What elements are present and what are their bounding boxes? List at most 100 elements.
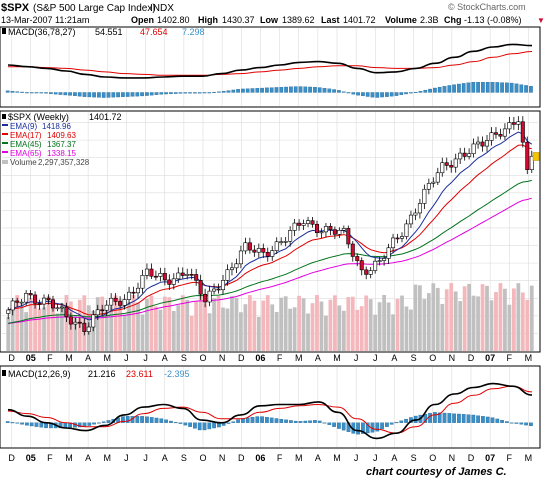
volume-bar <box>364 295 369 351</box>
volume-bar <box>498 283 503 351</box>
candle-body <box>310 220 315 225</box>
histogram-bar <box>265 417 269 423</box>
candle-body <box>104 304 109 311</box>
volume-bar <box>431 283 436 351</box>
histogram-bar <box>289 420 293 423</box>
histogram-bar <box>490 82 495 93</box>
x-tick-label: J <box>354 453 359 463</box>
volume-bar <box>341 310 346 351</box>
volume-bar <box>207 313 212 351</box>
candle-body <box>229 267 234 271</box>
histogram-bar <box>509 422 514 424</box>
histogram-bar <box>20 91 24 93</box>
volume-bar <box>333 295 337 351</box>
price-last-value: 1401.72 <box>89 112 122 122</box>
candle-body <box>113 297 118 302</box>
volume-bar <box>359 306 364 351</box>
volume-bar <box>46 295 51 351</box>
candle-body <box>377 260 382 262</box>
histogram-bar <box>524 422 528 426</box>
histogram-bar <box>140 416 144 423</box>
x-tick-label: J <box>143 453 148 463</box>
volume-bar <box>476 296 480 351</box>
macd-bottom-label: MACD(12,26,9) <box>8 369 71 379</box>
macd-line <box>7 43 533 79</box>
candle-body <box>6 309 11 314</box>
volume-bar <box>216 295 221 351</box>
histogram-bar <box>121 416 125 423</box>
candle-body <box>122 299 127 306</box>
price-plot <box>2 112 540 351</box>
candle-body <box>153 275 158 278</box>
open-label: Open <box>131 15 154 25</box>
legend-ema45-name: EMA(45) <box>10 140 42 149</box>
x-tick-label: A <box>162 353 168 363</box>
candle-body <box>28 293 33 296</box>
volume-bar <box>198 295 203 351</box>
volume-bar <box>162 296 167 351</box>
legend-volume-value: 2,297,357,328 <box>38 158 90 167</box>
volume-bar <box>33 296 37 351</box>
candle-body <box>135 287 141 294</box>
volume-bar <box>418 285 422 351</box>
candle-body <box>91 314 96 328</box>
volume-bar <box>28 297 33 351</box>
x-tick-label: M <box>104 353 112 363</box>
histogram-bar <box>178 92 183 94</box>
histogram-bar <box>236 89 240 93</box>
volume-bar <box>391 314 395 351</box>
candle-body <box>440 162 445 174</box>
histogram-bar <box>399 92 404 95</box>
histogram-bar <box>82 92 87 97</box>
last-label: Last <box>321 15 340 25</box>
x-tick-label: F <box>277 453 283 463</box>
volume-bar <box>404 306 409 351</box>
histogram-bar <box>399 420 404 423</box>
histogram-bar <box>327 422 332 425</box>
volume-bar <box>167 297 172 351</box>
chart-credit: chart courtesy of James C. <box>366 466 507 478</box>
x-tick-label: F <box>507 453 513 463</box>
candle-body <box>301 223 306 226</box>
histogram-bar <box>471 82 476 93</box>
volume-bar <box>118 299 122 351</box>
histogram-bar <box>193 422 197 429</box>
macd-top-panel <box>0 26 541 108</box>
x-tick-label: A <box>315 353 321 363</box>
volume-bar <box>239 312 243 351</box>
legend-ema45: EMA(45) 1367.37 <box>2 140 76 149</box>
histogram-bar <box>135 416 140 423</box>
volume-bar <box>243 304 248 351</box>
high-value: 1430.37 <box>222 15 255 25</box>
candle-body <box>337 229 342 235</box>
x-tick-label: J <box>143 353 148 363</box>
histogram-bar <box>197 92 202 94</box>
histogram-bar <box>471 414 476 423</box>
volume-bar <box>51 298 55 351</box>
price-panel <box>0 110 541 353</box>
volume-bar <box>422 299 427 351</box>
histogram-bar <box>221 91 226 93</box>
candle-body <box>292 222 297 231</box>
volume-bar <box>19 304 24 351</box>
volume-bar <box>426 293 431 351</box>
histogram-bar <box>481 82 485 93</box>
histogram-bar <box>135 92 140 97</box>
x-tick-label: J <box>124 453 129 463</box>
volume-bar <box>265 295 270 351</box>
histogram-bar <box>303 420 308 423</box>
histogram-bar <box>293 420 298 423</box>
candle-body <box>100 309 105 312</box>
volume-bar <box>6 317 11 351</box>
volume-bar <box>409 309 413 351</box>
legend-ema65: EMA(65) 1338.15 <box>2 149 76 158</box>
x-tick-label: 07 <box>485 353 495 363</box>
histogram-bar <box>457 83 461 93</box>
candle-body <box>386 247 391 259</box>
volume-bar <box>386 302 391 351</box>
histogram-bar <box>289 86 293 93</box>
histogram-bar <box>197 422 202 431</box>
volume-bar <box>145 299 149 351</box>
candle-body <box>203 293 208 303</box>
histogram-bar <box>495 418 500 423</box>
